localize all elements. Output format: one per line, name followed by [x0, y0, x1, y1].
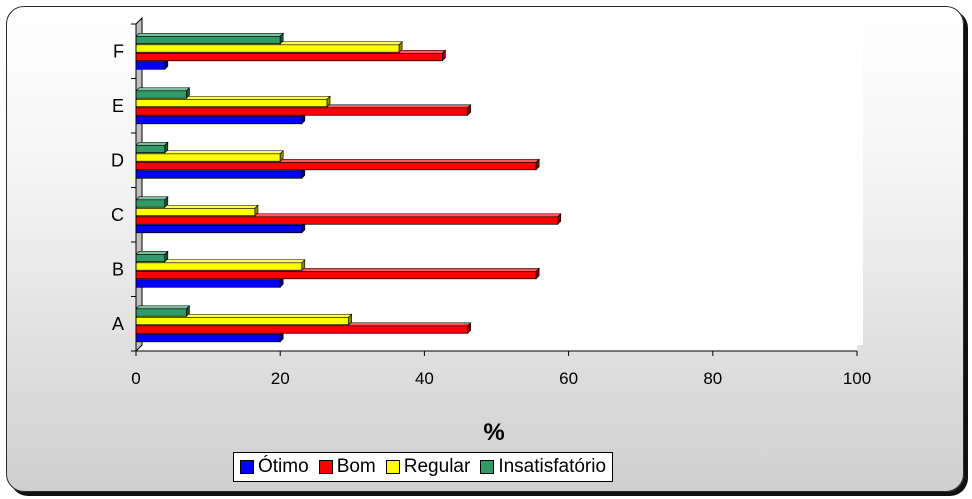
x-tick-label: 0: [131, 369, 140, 388]
legend-item-insatisfatorio: Insatisfatório: [480, 456, 606, 478]
bar-face: [135, 61, 166, 70]
bar-end: [186, 305, 190, 317]
bar-face: [135, 253, 166, 263]
bar-face: [135, 161, 537, 171]
legend-item-otimo: Ótimo: [240, 456, 309, 478]
bar-face: [135, 153, 281, 162]
bar: [135, 250, 169, 263]
bar-end: [348, 313, 352, 326]
bar-top: [135, 250, 169, 255]
legend-swatch-regular: [385, 460, 400, 474]
bar-end: [467, 322, 471, 334]
y-tick-label: E: [112, 96, 124, 116]
x-tick-label: 100: [843, 369, 871, 388]
legend: Ótimo Bom Regular Insatisfatório: [233, 452, 614, 482]
bar-face: [135, 316, 350, 326]
bar-face: [135, 199, 166, 208]
bar-face: [135, 115, 303, 125]
bar-end: [279, 150, 284, 162]
legend-item-bom: Bom: [318, 456, 376, 478]
bar-top: [135, 196, 169, 201]
bar-end: [164, 141, 169, 154]
bar-end: [186, 87, 190, 99]
legend-label-otimo: Ótimo: [258, 456, 309, 477]
ticks-group: A B C D E F 0 20 40 60 80 100: [111, 23, 871, 388]
bar-end: [557, 213, 562, 225]
legend-item-regular: Regular: [385, 456, 471, 478]
legend-swatch-otimo: [240, 460, 254, 474]
bars-group: [135, 32, 562, 343]
plot-face: [136, 24, 857, 351]
bar-face: [135, 52, 443, 62]
plot-area: [135, 16, 863, 353]
bar-end: [535, 267, 540, 280]
legend-label-bom: Bom: [336, 456, 376, 477]
bar-face: [135, 325, 469, 334]
bar-face: [135, 107, 469, 116]
bar-end: [535, 158, 540, 171]
bar-face: [135, 270, 537, 280]
bar-face: [135, 224, 303, 234]
bar-face: [135, 170, 303, 179]
y-tick-label: A: [112, 314, 124, 334]
bar-end: [398, 41, 403, 53]
legend-label-regular: Regular: [403, 456, 471, 477]
y-tick-label: B: [112, 259, 124, 279]
y-tick-label: D: [111, 150, 124, 170]
bar: [135, 141, 169, 154]
x-tick-label: 80: [703, 369, 722, 388]
bar-face: [135, 144, 166, 154]
y-tick-label: C: [111, 205, 124, 225]
bar-face: [135, 44, 400, 53]
bar-face: [135, 308, 187, 317]
bar-face: [135, 207, 256, 217]
bar: [135, 32, 284, 45]
bar-top: [135, 32, 284, 37]
x-tick-label: 60: [559, 369, 578, 388]
bar: [135, 196, 169, 208]
bar-end: [164, 250, 169, 263]
bar: [135, 87, 191, 99]
bar-end: [301, 259, 306, 271]
bar-face: [135, 333, 281, 343]
x-tick-label: 20: [271, 369, 290, 388]
bar-top: [135, 141, 169, 146]
bar-face: [135, 35, 281, 45]
bar-end: [442, 49, 446, 62]
bar-end: [467, 104, 471, 116]
bar: [135, 150, 284, 162]
legend-swatch-bom: [318, 460, 333, 474]
bar-end: [254, 204, 259, 217]
bar-end: [164, 196, 169, 208]
bar: [135, 305, 191, 317]
bar-face: [135, 98, 328, 108]
bar-end: [279, 32, 284, 45]
bar-face: [135, 216, 559, 225]
bar-top: [135, 305, 191, 310]
bar-face: [135, 279, 281, 288]
x-tick-label: 40: [415, 369, 434, 388]
bar-face: [135, 90, 187, 99]
bar-end: [326, 95, 331, 108]
y-tick-label: F: [113, 41, 124, 61]
bar-face: [135, 262, 303, 271]
bar-top: [135, 87, 191, 92]
legend-label-insatisfatorio: Insatisfatório: [498, 456, 607, 477]
x-axis-title: %: [483, 419, 504, 446]
legend-swatch-insatisfatorio: [480, 460, 495, 474]
